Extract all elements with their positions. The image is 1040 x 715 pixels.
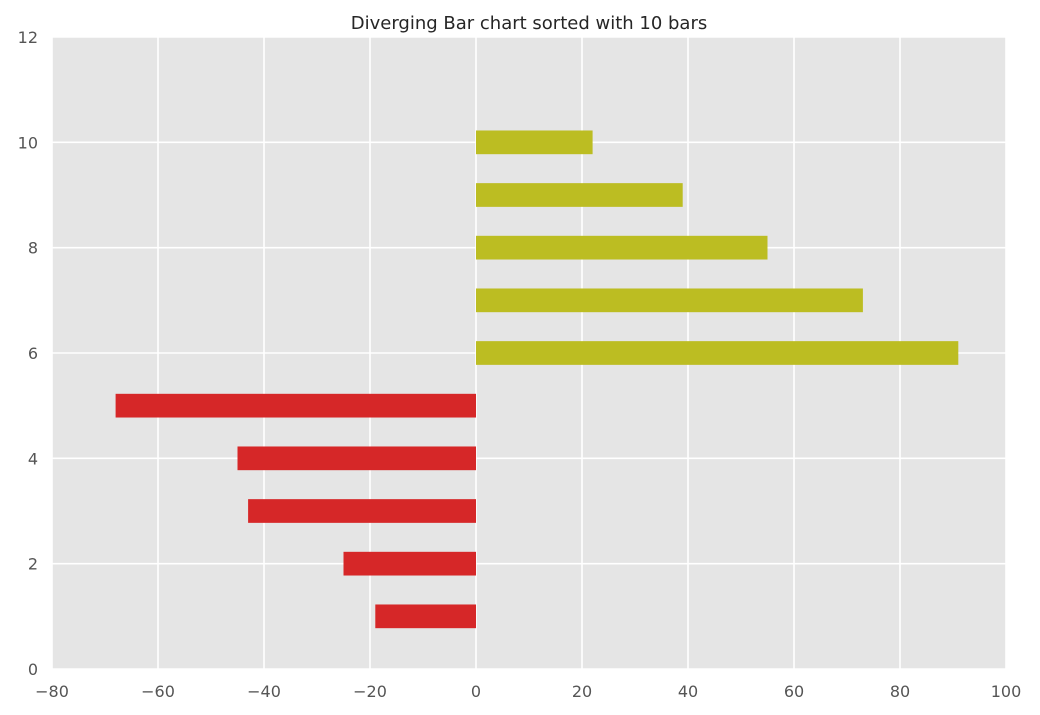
y-tick-label: 8	[28, 239, 38, 258]
y-tick-label: 10	[18, 133, 38, 152]
x-axis-tick-labels: −80 −60 −40 −20 0 20 40 60 80 100	[35, 682, 1021, 701]
y-tick-label: 6	[28, 344, 38, 363]
x-tick-label: 80	[890, 682, 910, 701]
bars	[115, 130, 959, 629]
y-tick-label: 12	[18, 28, 38, 47]
y-tick-label: 0	[28, 660, 38, 679]
x-tick-label: 60	[784, 682, 804, 701]
x-tick-label: −20	[353, 682, 387, 701]
x-tick-label: −40	[247, 682, 281, 701]
bar-7	[476, 288, 863, 313]
y-tick-label: 2	[28, 555, 38, 574]
x-tick-label: 20	[572, 682, 592, 701]
y-tick-label: 4	[28, 449, 38, 468]
bar-6	[476, 341, 959, 365]
bar-4	[237, 446, 476, 471]
y-axis-tick-labels: 0 2 4 6 8 10 12	[18, 28, 38, 679]
x-tick-label: 0	[471, 682, 481, 701]
x-tick-label: −60	[141, 682, 175, 701]
x-tick-label: 40	[678, 682, 698, 701]
bar-1	[375, 604, 476, 629]
bar-9	[476, 183, 683, 207]
bar-2	[343, 551, 476, 576]
x-tick-label: 100	[991, 682, 1022, 701]
bar-5	[115, 393, 476, 418]
bar-8	[476, 235, 768, 260]
chart-title: Diverging Bar chart sorted with 10 bars	[351, 13, 708, 34]
bar-10	[476, 130, 593, 155]
x-tick-label: −80	[35, 682, 69, 701]
bar-3	[248, 499, 476, 523]
